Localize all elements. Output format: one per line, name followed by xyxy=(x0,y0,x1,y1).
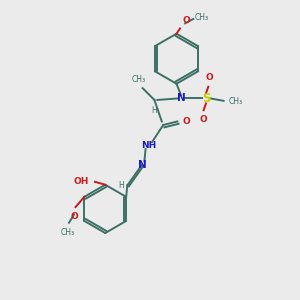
Text: S: S xyxy=(202,92,210,105)
Text: H: H xyxy=(118,182,124,190)
Text: NH: NH xyxy=(141,141,156,150)
Text: O: O xyxy=(182,117,190,126)
Text: CH₃: CH₃ xyxy=(229,97,243,106)
Text: N: N xyxy=(176,94,185,103)
Text: O: O xyxy=(70,212,78,221)
Text: O: O xyxy=(199,115,207,124)
Text: CH₃: CH₃ xyxy=(195,13,209,22)
Text: N: N xyxy=(138,160,146,170)
Text: CH₃: CH₃ xyxy=(61,228,75,237)
Text: CH₃: CH₃ xyxy=(132,75,146,84)
Text: O: O xyxy=(182,16,190,26)
Text: H: H xyxy=(151,106,157,116)
Text: O: O xyxy=(205,73,213,82)
Text: OH: OH xyxy=(74,177,89,186)
